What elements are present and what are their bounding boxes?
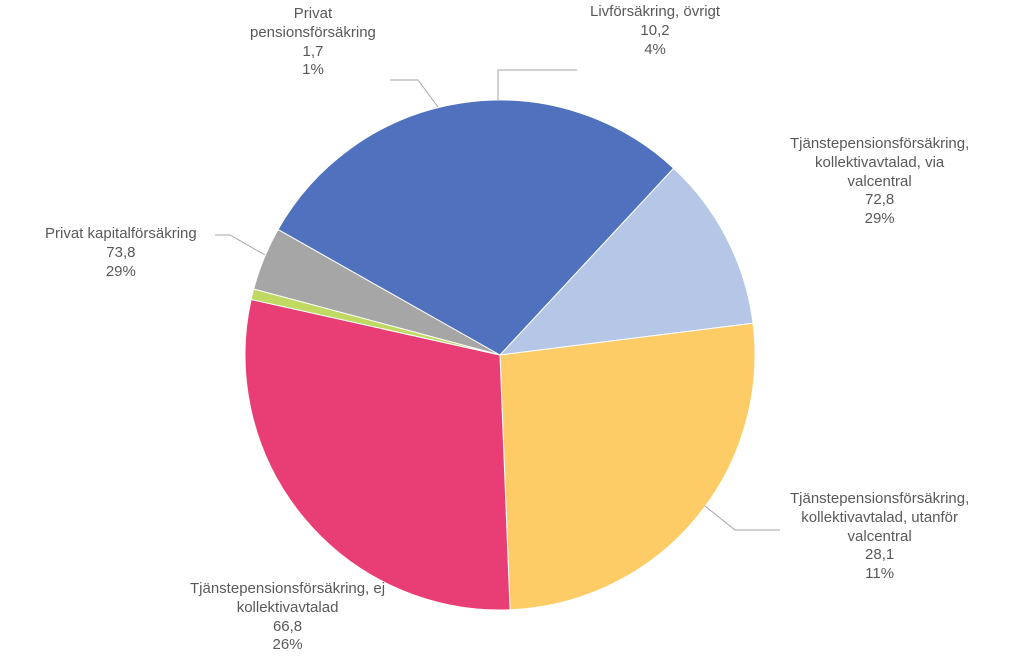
slice-tjanstepension-ej-kollektiv — [500, 323, 755, 610]
label-privat-kapitalforsakring: Privat kapitalförsäkring 73,8 29% — [45, 225, 197, 281]
leader-privat-kapitalforsakring — [215, 235, 265, 255]
leader-livforsakring-ovrigt — [498, 70, 577, 100]
label-livforsakring-ovrigt: Livförsäkring, övrigt 10,2 4% — [590, 3, 720, 59]
leader-privat-pensionsforsakring — [390, 80, 438, 107]
pie-chart: Livförsäkring, övrigt 10,2 4% Tjänstepens… — [0, 0, 1024, 666]
label-tjanstepension-ej-kollektiv: Tjänstepensionsförsäkring, ej kollektiva… — [190, 580, 385, 655]
label-tjanstepension-kollektiv-via-valcentral: Tjänstepensionsförsäkring, kollektivavta… — [790, 135, 969, 229]
label-tjanstepension-kollektiv-utanfor-valcentral: Tjänstepensionsförsäkring, kollektivavta… — [790, 490, 969, 584]
label-privat-pensionsforsakring: Privat pensionsförsäkring 1,7 1% — [250, 5, 376, 80]
leader-tjanstepension-kollektiv-utanfor-valcentral — [705, 506, 780, 530]
